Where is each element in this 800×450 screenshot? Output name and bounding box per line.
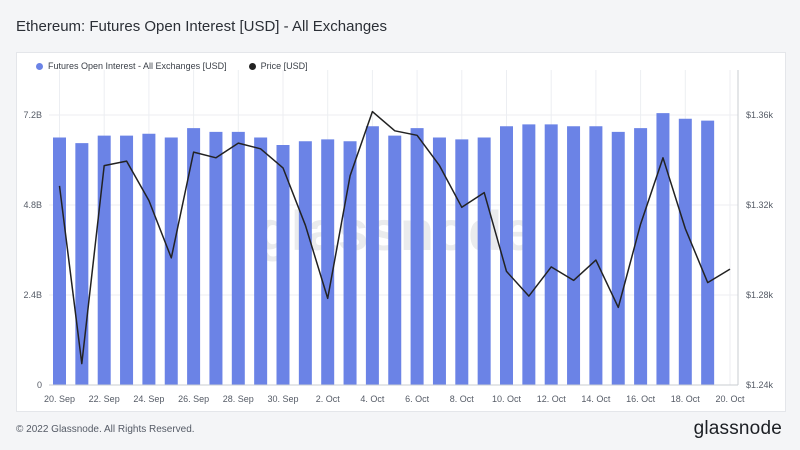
x-tick-label: 8. Oct <box>450 394 475 404</box>
x-tick-label: 14. Oct <box>581 394 611 404</box>
x-tick-label: 12. Oct <box>537 394 567 404</box>
copyright-text: © 2022 Glassnode. All Rights Reserved. <box>16 424 195 435</box>
legend-label-price: Price [USD] <box>260 61 308 71</box>
bar <box>164 137 178 385</box>
x-tick-label: 20. Oct <box>715 394 745 404</box>
y-right-tick-label: $1.32k <box>746 200 774 210</box>
bar <box>656 113 670 385</box>
x-tick-label: 10. Oct <box>492 394 522 404</box>
glassnode-logo: glassnode <box>693 418 782 439</box>
bar <box>522 124 536 385</box>
x-tick-label: 6. Oct <box>405 394 430 404</box>
bar <box>678 118 692 385</box>
chart-title: Ethereum: Futures Open Interest [USD] - … <box>16 18 388 35</box>
x-tick-label: 4. Oct <box>360 394 385 404</box>
bar <box>209 131 223 385</box>
legend-marker-open-interest <box>36 62 43 70</box>
bar <box>432 137 446 385</box>
bar <box>365 126 379 385</box>
bar <box>187 128 201 385</box>
legend: Futures Open Interest - All Exchanges [U… <box>36 61 308 71</box>
bar <box>701 120 715 385</box>
x-tick-label: 2. Oct <box>316 394 341 404</box>
y-left-tick-label: 2.4B <box>23 290 42 300</box>
bar <box>231 131 245 385</box>
y-right-tick-label: $1.28k <box>746 290 774 300</box>
bar <box>544 124 558 385</box>
x-tick-label: 18. Oct <box>671 394 701 404</box>
x-tick-label: 28. Sep <box>223 394 254 404</box>
bar <box>477 137 491 385</box>
y-left-tick-label: 4.8B <box>23 200 42 210</box>
y-right-tick-label: $1.24k <box>746 380 774 390</box>
x-tick-label: 30. Sep <box>267 394 298 404</box>
bar <box>75 143 89 385</box>
legend-label-open-interest: Futures Open Interest - All Exchanges [U… <box>48 61 227 71</box>
bar <box>500 126 513 385</box>
bar <box>298 141 312 385</box>
bar <box>589 126 603 385</box>
x-tick-label: 16. Oct <box>626 394 656 404</box>
legend-item-price[interactable]: Price [USD] <box>248 61 308 71</box>
bar <box>410 128 424 385</box>
bar <box>455 139 469 385</box>
bar <box>567 126 581 385</box>
bar <box>254 137 268 385</box>
bar <box>321 139 335 385</box>
bar <box>343 141 357 385</box>
x-tick-label: 26. Sep <box>178 394 209 404</box>
bar <box>276 145 290 385</box>
price-line <box>58 110 731 365</box>
y-left-tick-label: 0 <box>37 380 42 390</box>
bar <box>142 133 156 385</box>
bar <box>634 128 648 385</box>
legend-item-open-interest[interactable]: Futures Open Interest - All Exchanges [U… <box>36 61 227 71</box>
y-right-tick-label: $1.36k <box>746 110 774 120</box>
legend-marker-price <box>248 62 256 70</box>
x-tick-label: 24. Sep <box>133 394 164 404</box>
bar <box>97 135 111 385</box>
y-left-tick-label: 7.2B <box>23 110 42 120</box>
bar <box>53 137 66 385</box>
x-tick-label: 20. Sep <box>44 394 75 404</box>
bar <box>388 135 402 385</box>
x-tick-label: 22. Sep <box>89 394 120 404</box>
bar <box>120 135 134 385</box>
bar <box>611 131 625 385</box>
